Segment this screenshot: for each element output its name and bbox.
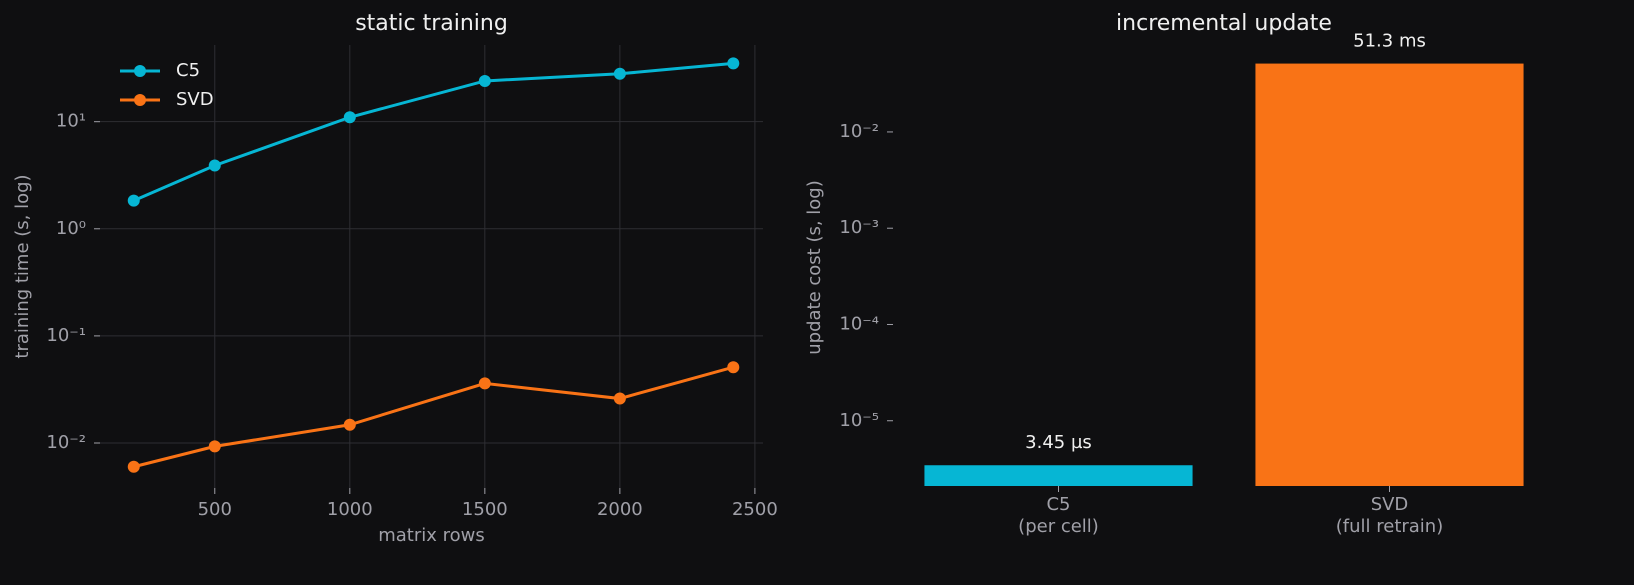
value-label: 3.45 µs	[1025, 432, 1092, 453]
chart-title: incremental update	[1116, 11, 1332, 36]
legend-label: C5	[176, 60, 200, 81]
y-tick-label: 10¹	[56, 111, 86, 132]
point	[727, 57, 740, 70]
x-tick-label: 1000	[327, 499, 373, 520]
x-axis-label: matrix rows	[378, 525, 485, 546]
y-tick-label: 10⁻²	[839, 121, 879, 142]
x-tick-label: C5 (per cell)	[1018, 494, 1099, 537]
x-tick-label: 2500	[732, 499, 778, 520]
point	[613, 67, 626, 80]
point	[727, 361, 740, 374]
point	[343, 111, 356, 124]
series-line	[133, 61, 734, 203]
y-tick-label: 10⁻¹	[46, 325, 86, 346]
legend-marker	[134, 94, 146, 106]
x-tick-label: 500	[198, 499, 232, 520]
point	[613, 392, 626, 405]
bar	[924, 465, 1193, 486]
chart-title: static training	[355, 11, 508, 36]
legend-label: SVD	[176, 89, 214, 110]
point	[208, 159, 221, 172]
y-tick-label: 10⁻⁵	[839, 410, 879, 431]
y-tick-label: 10⁻³	[839, 217, 879, 238]
y-axis-label: training time (s, log)	[12, 174, 33, 358]
x-tick-label: 2000	[597, 499, 643, 520]
bar	[1255, 63, 1524, 487]
legend-marker	[134, 65, 146, 77]
point	[343, 418, 356, 431]
value-label: 51.3 ms	[1353, 31, 1426, 52]
point	[127, 460, 140, 473]
y-tick-label: 10⁻⁴	[839, 313, 879, 334]
point	[127, 194, 140, 207]
y-tick-label: 10⁰	[56, 218, 86, 239]
point	[208, 440, 221, 453]
x-tick-label: SVD (full retrain)	[1335, 494, 1444, 537]
point	[478, 377, 491, 390]
x-tick-label: 1500	[462, 499, 508, 520]
y-axis-label: update cost (s, log)	[804, 180, 825, 355]
point	[478, 74, 491, 87]
y-tick-label: 10⁻²	[46, 432, 86, 453]
series-line	[133, 365, 734, 469]
